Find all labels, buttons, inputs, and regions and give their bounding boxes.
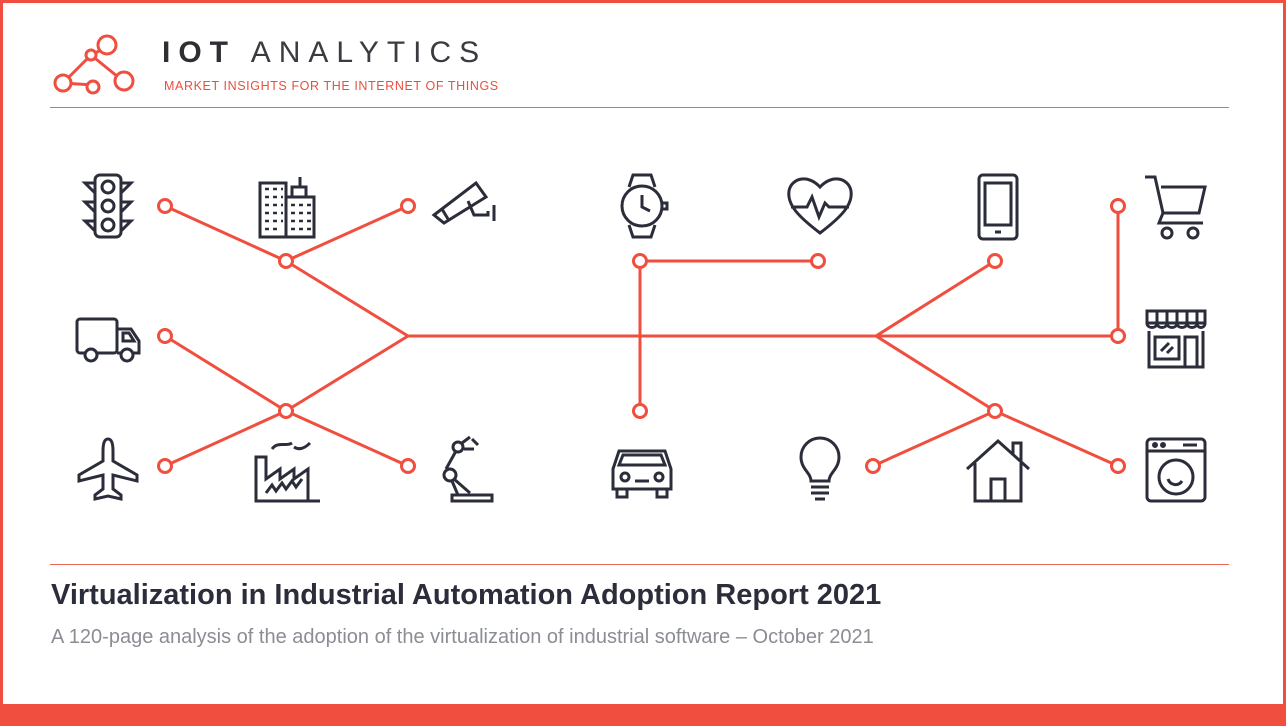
delivery-truck-icon	[73, 303, 143, 373]
smartwatch-icon	[607, 171, 677, 241]
storefront-icon	[1141, 303, 1211, 373]
robot-arm-icon	[428, 435, 498, 505]
airplane-icon	[73, 435, 143, 505]
city-buildings-icon	[252, 171, 322, 241]
heart-rate-icon	[785, 171, 855, 241]
house-icon	[963, 435, 1033, 505]
brand-tagline: MARKET INSIGHTS FOR THE INTERNET OF THIN…	[164, 79, 499, 93]
shopping-cart-icon	[1141, 171, 1211, 241]
footer-accent-bar	[3, 704, 1283, 723]
bottom-divider	[50, 564, 1229, 565]
brand-name: IOT ANALYTICS	[162, 36, 487, 70]
brand-name-light: ANALYTICS	[250, 36, 488, 69]
factory-icon	[252, 435, 322, 505]
smartphone-icon	[963, 171, 1033, 241]
report-subtitle: A 120-page analysis of the adoption of t…	[51, 626, 874, 648]
network-nodes-logo-icon	[53, 34, 135, 95]
washing-machine-icon	[1141, 435, 1211, 505]
light-bulb-icon	[785, 435, 855, 505]
traffic-light-icon	[73, 171, 143, 241]
network-lines	[157, 198, 1126, 474]
car-icon	[607, 435, 677, 505]
security-camera-icon	[428, 171, 498, 241]
brand-name-bold: IOT	[162, 36, 236, 69]
brand-logo	[53, 34, 135, 95]
top-divider	[50, 107, 1229, 108]
report-title: Virtualization in Industrial Automation …	[51, 579, 882, 611]
